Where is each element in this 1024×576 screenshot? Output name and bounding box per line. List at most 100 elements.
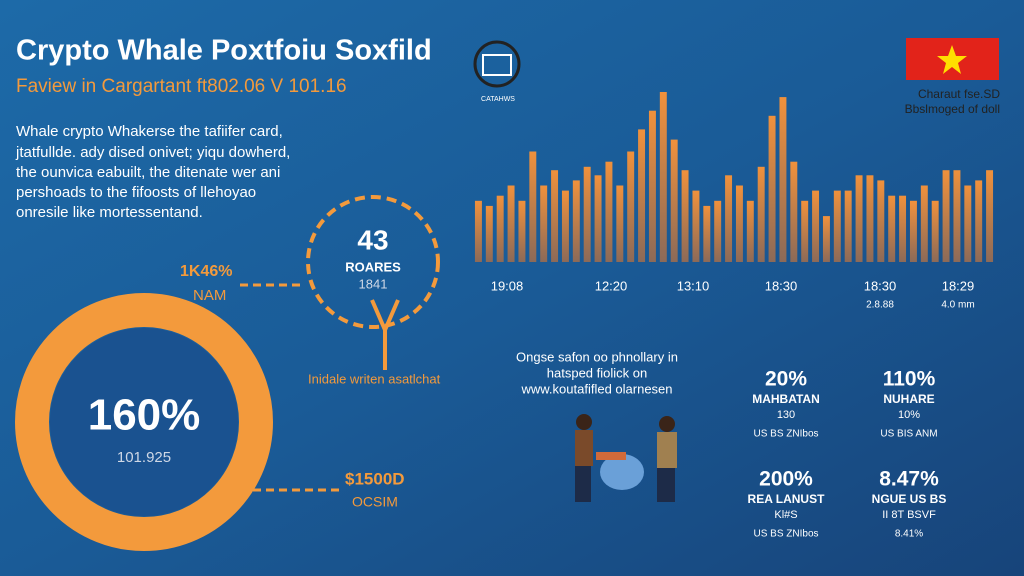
- bar: [518, 200, 526, 262]
- bar: [648, 110, 656, 262]
- person-head: [576, 414, 592, 430]
- stat-foot: US BIS ANM: [880, 429, 937, 440]
- table: [596, 452, 626, 460]
- flag-note: Charaut fse.SD: [918, 87, 1000, 101]
- subtitle: Faview in Cargartant ft802.06 V 101.16: [16, 76, 347, 97]
- bar: [746, 200, 754, 262]
- bar: [703, 205, 711, 262]
- bar: [529, 151, 537, 262]
- small-ring-label: ROARES: [345, 259, 401, 274]
- bar: [768, 115, 776, 262]
- person: [657, 432, 677, 468]
- bar: [975, 180, 983, 262]
- middle-note: Ongse safon oo phnollary in hatsped fiol…: [516, 349, 678, 396]
- middle-note-line: www.koutafifled olarnesen: [520, 381, 672, 396]
- description-line: Whale crypto Whakerse the tafiifer card,: [16, 123, 283, 140]
- bar: [735, 185, 743, 262]
- bar: [757, 166, 765, 262]
- stat-sub: 10%: [898, 409, 920, 421]
- bar: [561, 190, 569, 262]
- bar: [953, 170, 961, 262]
- flag-star: [937, 45, 967, 74]
- big-ring: [15, 293, 273, 551]
- x-label: 12:20: [595, 278, 628, 293]
- stats: 20%MAHBATAN 130 US BS ZNIbos 110%NUHARE 10% U…: [748, 368, 947, 540]
- x-label: 19:08: [491, 278, 524, 293]
- person-legs: [657, 468, 675, 502]
- bar: [594, 175, 602, 262]
- small-ring: [306, 195, 440, 329]
- x-label: 18:30: [765, 278, 798, 293]
- stat-value: 200%: [759, 468, 813, 491]
- bar: [638, 129, 646, 262]
- description-line: the ounvica eabuilt, the ditenate wer an…: [16, 164, 280, 181]
- title: Crypto Whale Poxtfoiu Soxfild: [16, 35, 432, 67]
- bar: [888, 195, 896, 262]
- stat-sub: II 8T BSVF: [882, 509, 936, 521]
- bar: [942, 170, 950, 262]
- description-line: jtatfullde. ady dised onivet; yiqu dowhe…: [15, 144, 290, 161]
- bar: [812, 190, 820, 262]
- bar: [605, 161, 613, 262]
- logo-icon: [482, 54, 512, 76]
- big-ring-sub: 101.925: [117, 449, 171, 466]
- bar: [909, 200, 917, 262]
- stat-value: 20%: [765, 368, 807, 391]
- bar: [844, 190, 852, 262]
- bottom-note-label: OCSIM: [352, 494, 398, 510]
- bar-chart: 19:08 12:20 13:10 18:30 18:30 18:29 2.8.88 4.0 …: [474, 92, 994, 311]
- description-line: pershoads to the fifoosts of llehoyao: [16, 184, 256, 201]
- bar: [877, 180, 885, 262]
- stat-label: REA LANUST: [748, 492, 826, 506]
- left-note-label: NAM: [193, 287, 226, 304]
- pointer: [370, 299, 400, 370]
- bar: [822, 216, 830, 262]
- people-illustration: [575, 414, 677, 502]
- x-sublabel: 2.8.88: [866, 300, 894, 311]
- description-line: onresile like mortessentand.: [16, 204, 203, 221]
- chair: [600, 454, 644, 490]
- bar: [986, 170, 994, 262]
- bar: [474, 200, 482, 262]
- bar: [540, 185, 548, 262]
- bar: [801, 200, 809, 262]
- bar: [670, 139, 678, 262]
- bar: [714, 200, 722, 262]
- stat-label: NGUE US BS: [872, 492, 947, 506]
- person-legs: [575, 466, 591, 502]
- logo-label: CATAHWS: [481, 96, 515, 103]
- bar: [899, 195, 907, 262]
- bottom-note-value: $1500D: [345, 469, 405, 488]
- small-ring-value: 43: [357, 224, 388, 255]
- x-sublabel: 4.0 mm: [941, 300, 974, 311]
- bar: [790, 161, 798, 262]
- left-note-value: 1K46%: [180, 263, 232, 280]
- stat-foot: 8.41%: [895, 529, 923, 540]
- small-ring-sub: 1841: [359, 276, 388, 291]
- logo-ring: [473, 40, 521, 88]
- bar: [616, 185, 624, 262]
- bar: [507, 185, 515, 262]
- bar: [659, 92, 667, 262]
- stat-label: NUHARE: [883, 392, 934, 406]
- stat-foot: US BS ZNIbos: [753, 429, 818, 440]
- bar: [725, 175, 733, 262]
- bar: [692, 190, 700, 262]
- bar: [920, 185, 928, 262]
- x-label: 18:30: [864, 278, 897, 293]
- middle-note-line: hatsped fiolick on: [547, 365, 647, 380]
- stat-value: 8.47%: [879, 468, 939, 491]
- bar: [833, 190, 841, 262]
- flag-note: Bbslmoged of doll: [905, 102, 1000, 116]
- bar: [964, 185, 972, 262]
- person-head: [659, 416, 675, 432]
- bar: [583, 166, 591, 262]
- middle-note-line: Ongse safon oo phnollary in: [516, 349, 678, 364]
- person: [575, 430, 593, 466]
- bar: [866, 175, 874, 262]
- x-label: 18:29: [942, 278, 975, 293]
- bar: [551, 170, 559, 262]
- description: Whale crypto Whakerse the tafiifer card,…: [15, 123, 290, 221]
